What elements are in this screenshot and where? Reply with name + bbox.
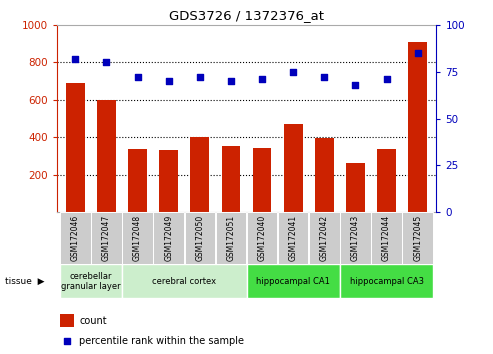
Bar <box>278 212 309 264</box>
Point <box>64 338 71 344</box>
Bar <box>222 146 240 212</box>
Point <box>103 59 110 65</box>
Text: GSM172051: GSM172051 <box>226 215 236 261</box>
Point <box>352 82 359 88</box>
Bar <box>190 137 209 212</box>
Text: cerebellar
granular layer: cerebellar granular layer <box>61 272 121 291</box>
Point <box>414 50 422 56</box>
Bar <box>402 212 433 264</box>
Text: GSM172043: GSM172043 <box>351 215 360 261</box>
Point <box>289 69 297 74</box>
Text: GDS3726 / 1372376_at: GDS3726 / 1372376_at <box>169 9 324 22</box>
Bar <box>122 212 153 264</box>
Text: GSM172042: GSM172042 <box>320 215 329 261</box>
Point <box>227 78 235 84</box>
Text: GSM172045: GSM172045 <box>413 215 422 261</box>
Point <box>258 76 266 82</box>
Bar <box>371 212 402 264</box>
Text: GSM172044: GSM172044 <box>382 215 391 261</box>
Bar <box>91 212 122 264</box>
Point <box>196 74 204 80</box>
Point <box>383 76 390 82</box>
Bar <box>66 83 85 212</box>
Bar <box>247 212 277 264</box>
Bar <box>309 212 340 264</box>
Bar <box>246 264 340 298</box>
Bar <box>340 264 433 298</box>
Text: GSM172046: GSM172046 <box>71 215 80 261</box>
Text: percentile rank within the sample: percentile rank within the sample <box>79 336 245 346</box>
Text: hippocampal CA3: hippocampal CA3 <box>350 277 423 286</box>
Bar <box>184 212 215 264</box>
Bar <box>340 212 371 264</box>
Text: GSM172040: GSM172040 <box>257 215 267 261</box>
Bar <box>122 264 246 298</box>
Text: GSM172048: GSM172048 <box>133 215 142 261</box>
Bar <box>159 150 178 212</box>
Bar <box>284 124 303 212</box>
Text: hippocampal CA1: hippocampal CA1 <box>256 277 330 286</box>
Bar <box>253 148 271 212</box>
Point <box>134 74 141 80</box>
Text: GSM172050: GSM172050 <box>195 215 204 261</box>
Text: cerebral cortex: cerebral cortex <box>152 277 216 286</box>
Bar <box>60 212 91 264</box>
Point <box>71 56 79 61</box>
Point <box>320 74 328 80</box>
Text: GSM172049: GSM172049 <box>164 215 173 261</box>
Bar <box>97 100 116 212</box>
Text: GSM172041: GSM172041 <box>289 215 298 261</box>
Text: GSM172047: GSM172047 <box>102 215 111 261</box>
Bar <box>60 264 122 298</box>
Bar <box>408 42 427 212</box>
Bar <box>61 314 74 327</box>
Bar <box>128 149 147 212</box>
Bar <box>216 212 246 264</box>
Point <box>165 78 173 84</box>
Bar <box>346 163 365 212</box>
Bar <box>153 212 184 264</box>
Text: tissue  ▶: tissue ▶ <box>5 277 44 286</box>
Bar <box>315 138 334 212</box>
Text: count: count <box>79 316 107 326</box>
Bar <box>377 149 396 212</box>
